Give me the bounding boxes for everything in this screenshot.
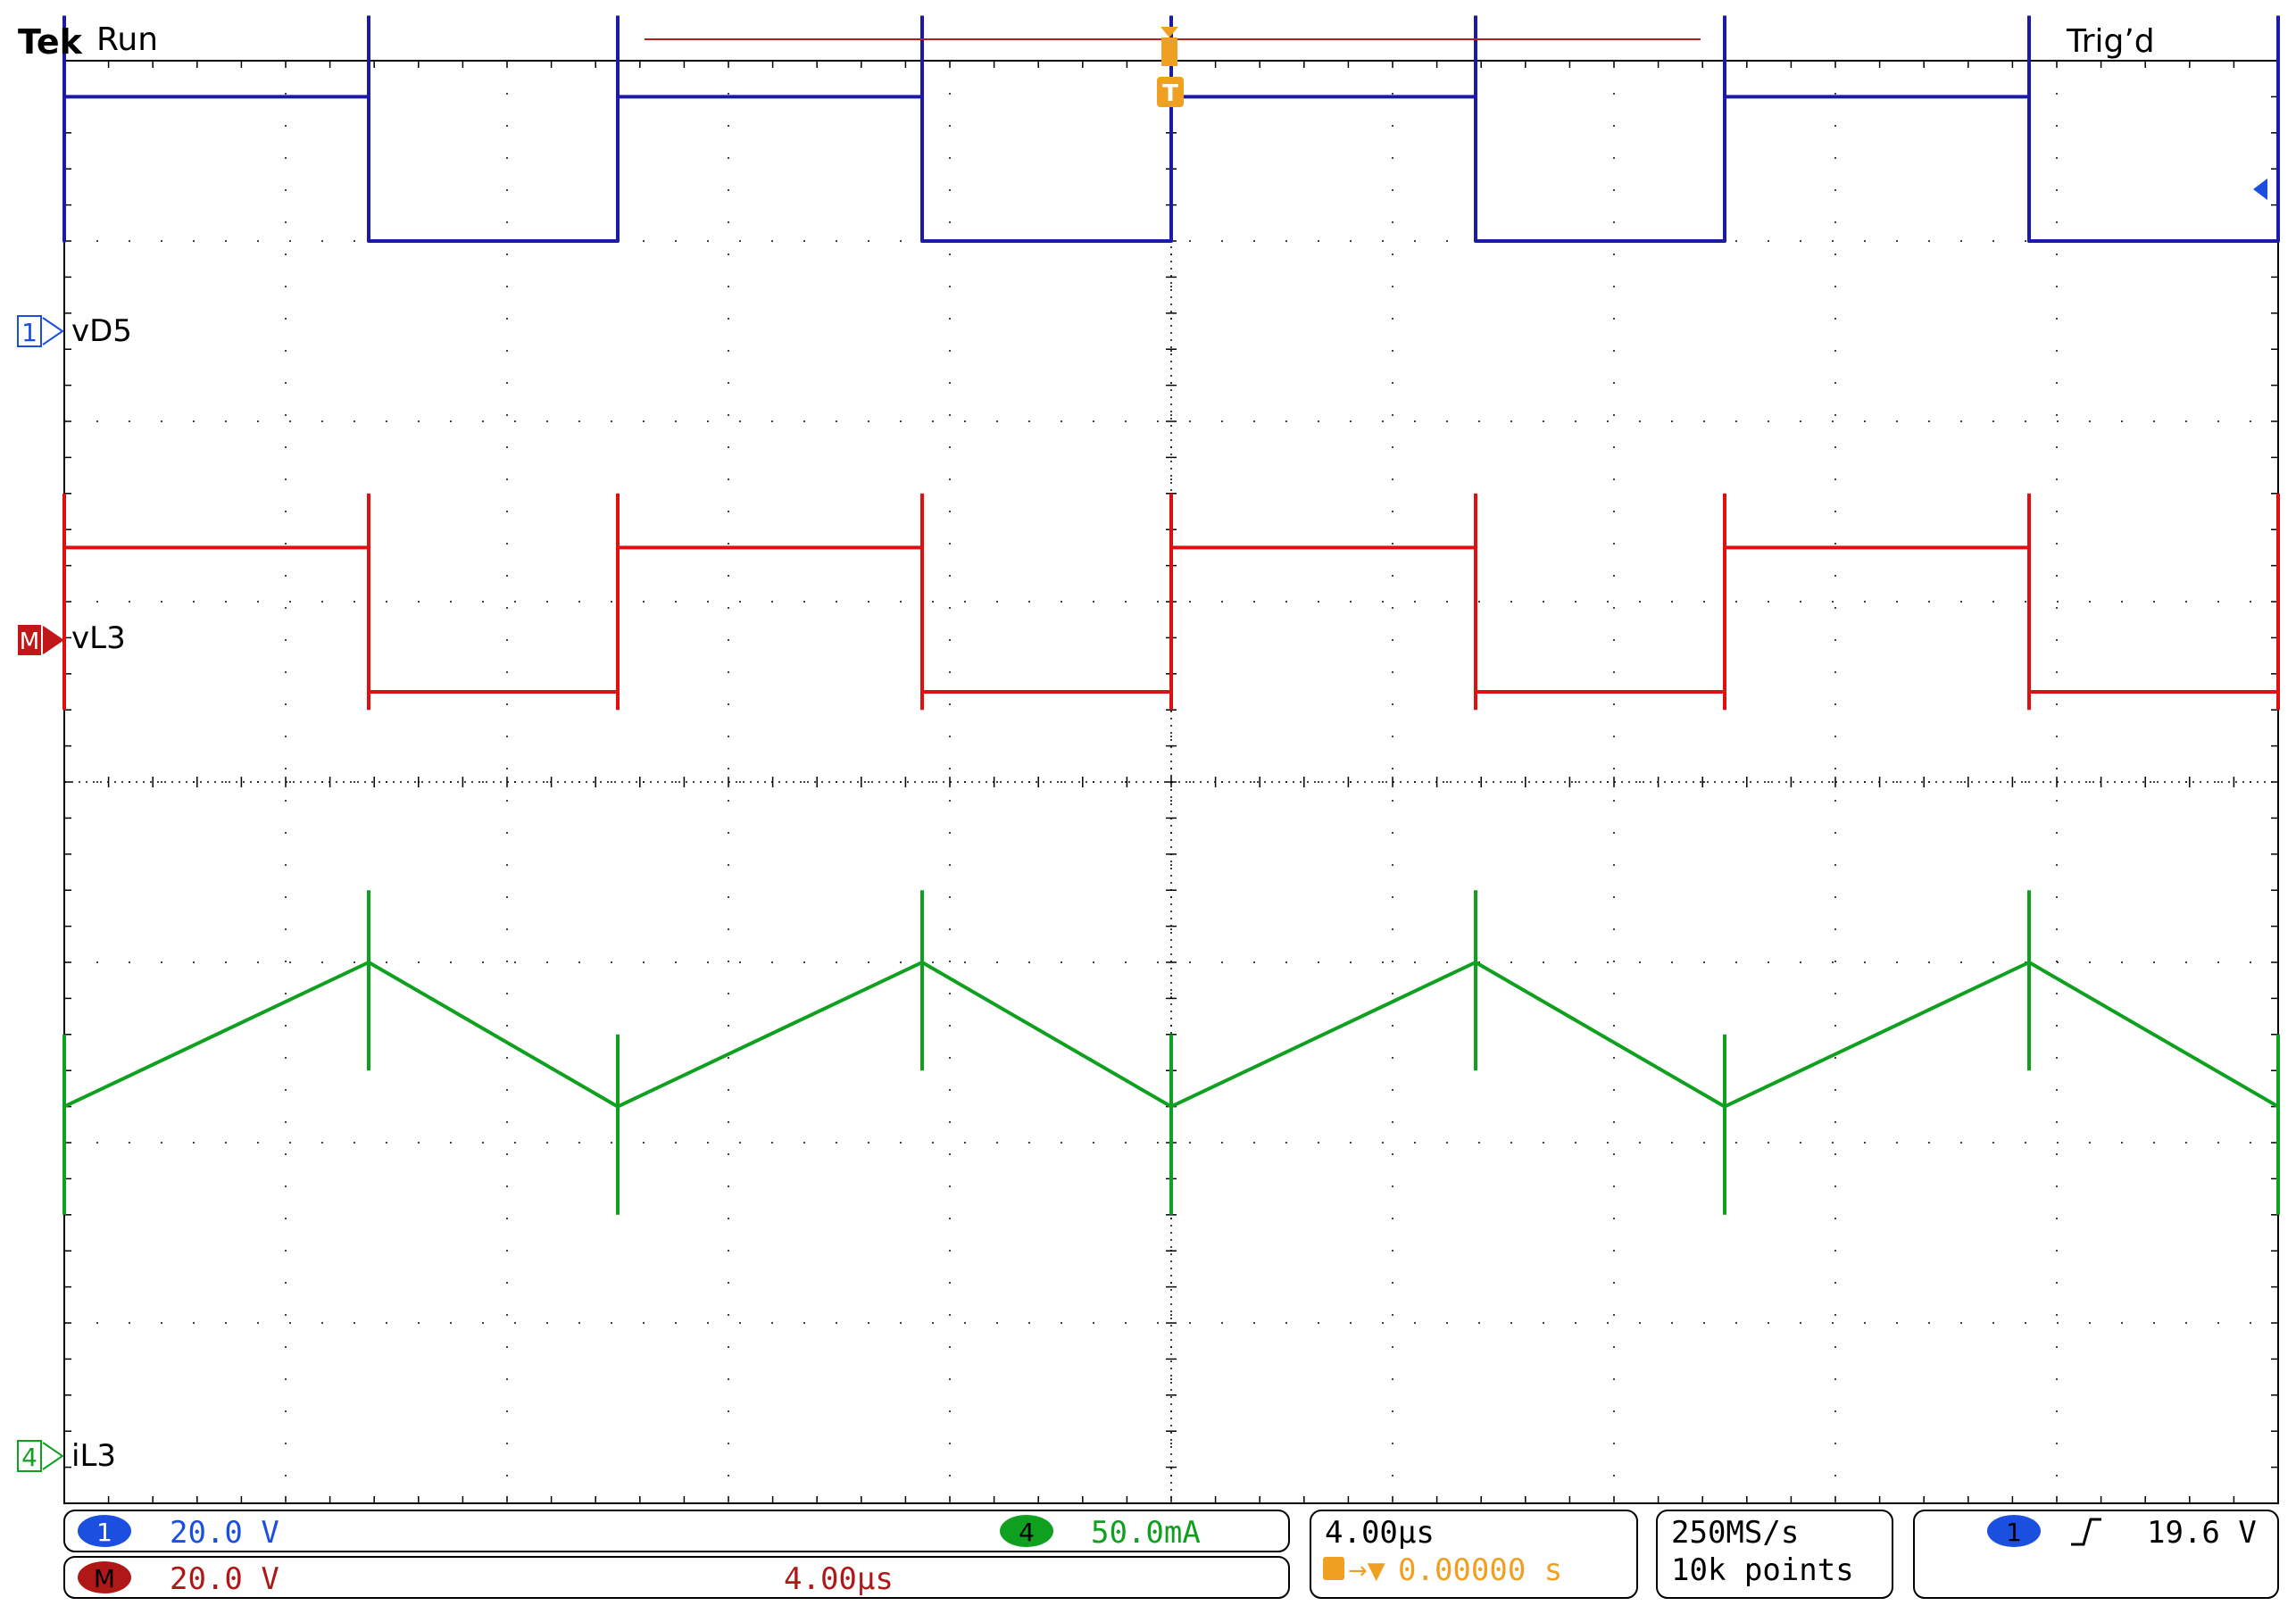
- ch4-badge-bg: [1000, 1515, 1053, 1547]
- horizontal-scale: 4.00µs: [1325, 1515, 1435, 1551]
- acquisition-readout-panel[interactable]: 250MS/s 10k points: [1656, 1510, 1893, 1599]
- channel-label-iL3[interactable]: 4 iL3: [17, 1438, 116, 1474]
- trigger-marker-label: T: [1162, 80, 1178, 107]
- horizontal-readout-panel[interactable]: 4.00µs →▼ 0.00000 s: [1310, 1510, 1638, 1599]
- trigger-position-marker: T: [1157, 27, 1184, 107]
- channel-label-vL3[interactable]: M vL3: [18, 620, 126, 656]
- channel-name-vD5: vD5: [71, 313, 132, 349]
- math-badge: M: [94, 1564, 115, 1593]
- trigger-level-arrow: [2253, 179, 2267, 200]
- vertical-readout-panel[interactable]: 1 20.0 V 4 50.0mA M 20.0 V 4.00µs: [63, 1510, 1290, 1599]
- sample-rate: 250MS/s: [1671, 1515, 1799, 1551]
- graticule-grid: [63, 60, 2279, 1504]
- math-scale: 20.0 V: [170, 1561, 279, 1597]
- trigger-status: Trig’d: [2066, 23, 2155, 60]
- channel-marker-M: M: [20, 628, 39, 655]
- record-length: 10k points: [1671, 1552, 1854, 1588]
- ch4-scale: 50.0mA: [1091, 1515, 1201, 1551]
- ch4-badge: 4: [1019, 1518, 1035, 1547]
- math-badge-bg: [78, 1561, 131, 1593]
- ch1-badge-bg: [78, 1515, 131, 1547]
- rising-edge-icon: [2071, 1518, 2101, 1546]
- run-state: Run: [96, 21, 158, 58]
- trigger-source-badge-bg: [1987, 1515, 2041, 1547]
- channel-marker-4: 4: [21, 1443, 37, 1472]
- brand-logo: Tek: [18, 22, 83, 62]
- trigger-position-icon: [1323, 1557, 1344, 1580]
- trigger-position-arrow: →▼: [1348, 1558, 1385, 1585]
- channel-label-vD5[interactable]: 1 vD5: [17, 313, 132, 349]
- channel-marker-1: 1: [21, 318, 37, 347]
- trigger-level: 19.6 V: [2147, 1515, 2257, 1551]
- ch1-badge: 1: [96, 1518, 112, 1547]
- trigger-readout-panel[interactable]: 1 19.6 V: [1913, 1510, 2279, 1599]
- channel-name-vL3: vL3: [71, 620, 126, 656]
- math-timebase: 4.00µs: [784, 1561, 894, 1597]
- trigger-position: 0.00000 s: [1398, 1552, 1562, 1588]
- ch1-scale: 20.0 V: [170, 1515, 279, 1551]
- channel-name-iL3: iL3: [71, 1438, 116, 1474]
- trigger-source-badge: 1: [2006, 1518, 2022, 1547]
